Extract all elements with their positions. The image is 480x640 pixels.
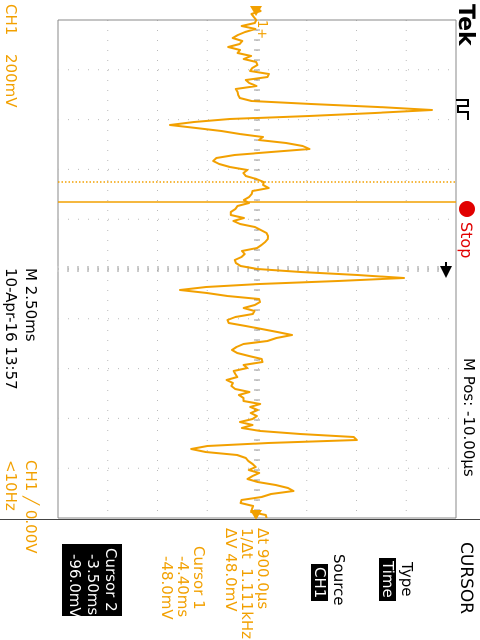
trigger-edge-icon: [456, 99, 469, 120]
ch1-waveform-trace: [169, 7, 433, 519]
cursor2-readout-box[interactable]: Cursor 2 -3.50ms -96.0mV: [62, 544, 122, 618]
menu-type-label: Type: [398, 562, 416, 597]
menu-source-value-button[interactable]: CH1: [311, 564, 329, 602]
cursor2-title: Cursor 2: [102, 548, 120, 612]
trigger-position-marker: [440, 266, 452, 278]
cursor-inverse-delta-t: 1/Δt 1.111kHz: [238, 528, 256, 640]
stop-status-dot: [459, 201, 475, 217]
menu-title: CURSOR: [456, 542, 476, 615]
cursor1-time: -4.40ms: [174, 556, 192, 618]
cursor2-time: -3.50ms: [84, 554, 102, 616]
menu-source-label: Source: [330, 554, 348, 606]
trigger-level-marker: [250, 510, 262, 520]
timestamp: 10-Apr-16 13:57: [2, 268, 20, 390]
ch1-vertical-scale: 200mV: [2, 54, 20, 108]
acquisition-status: Stop: [457, 222, 476, 259]
cursor-delta-v: ΔV 48.0mV: [222, 528, 240, 612]
brand-logo: Tek: [453, 4, 478, 46]
ch1-ground-label: 1+: [254, 20, 269, 39]
menu-divider: [0, 519, 480, 520]
menu-type-value-button[interactable]: Time: [379, 558, 397, 601]
ch1-label: CH1: [2, 4, 20, 36]
trigger-readout: CH1 ╱ 0.00V: [22, 460, 40, 554]
cursor2-value: -96.0mV: [66, 554, 84, 618]
cursor1-value: -48.0mV: [158, 556, 176, 620]
horizontal-position: M Pos: -10.00µs: [460, 358, 478, 477]
timebase-readout: M 2.50ms: [22, 268, 40, 342]
ch1-ground-marker: [250, 6, 262, 16]
cursor1-title: Cursor 1: [190, 546, 208, 610]
cursor-delta-t: Δt 900.0µs: [254, 528, 272, 610]
frequency-readout: <10Hz: [2, 460, 20, 511]
